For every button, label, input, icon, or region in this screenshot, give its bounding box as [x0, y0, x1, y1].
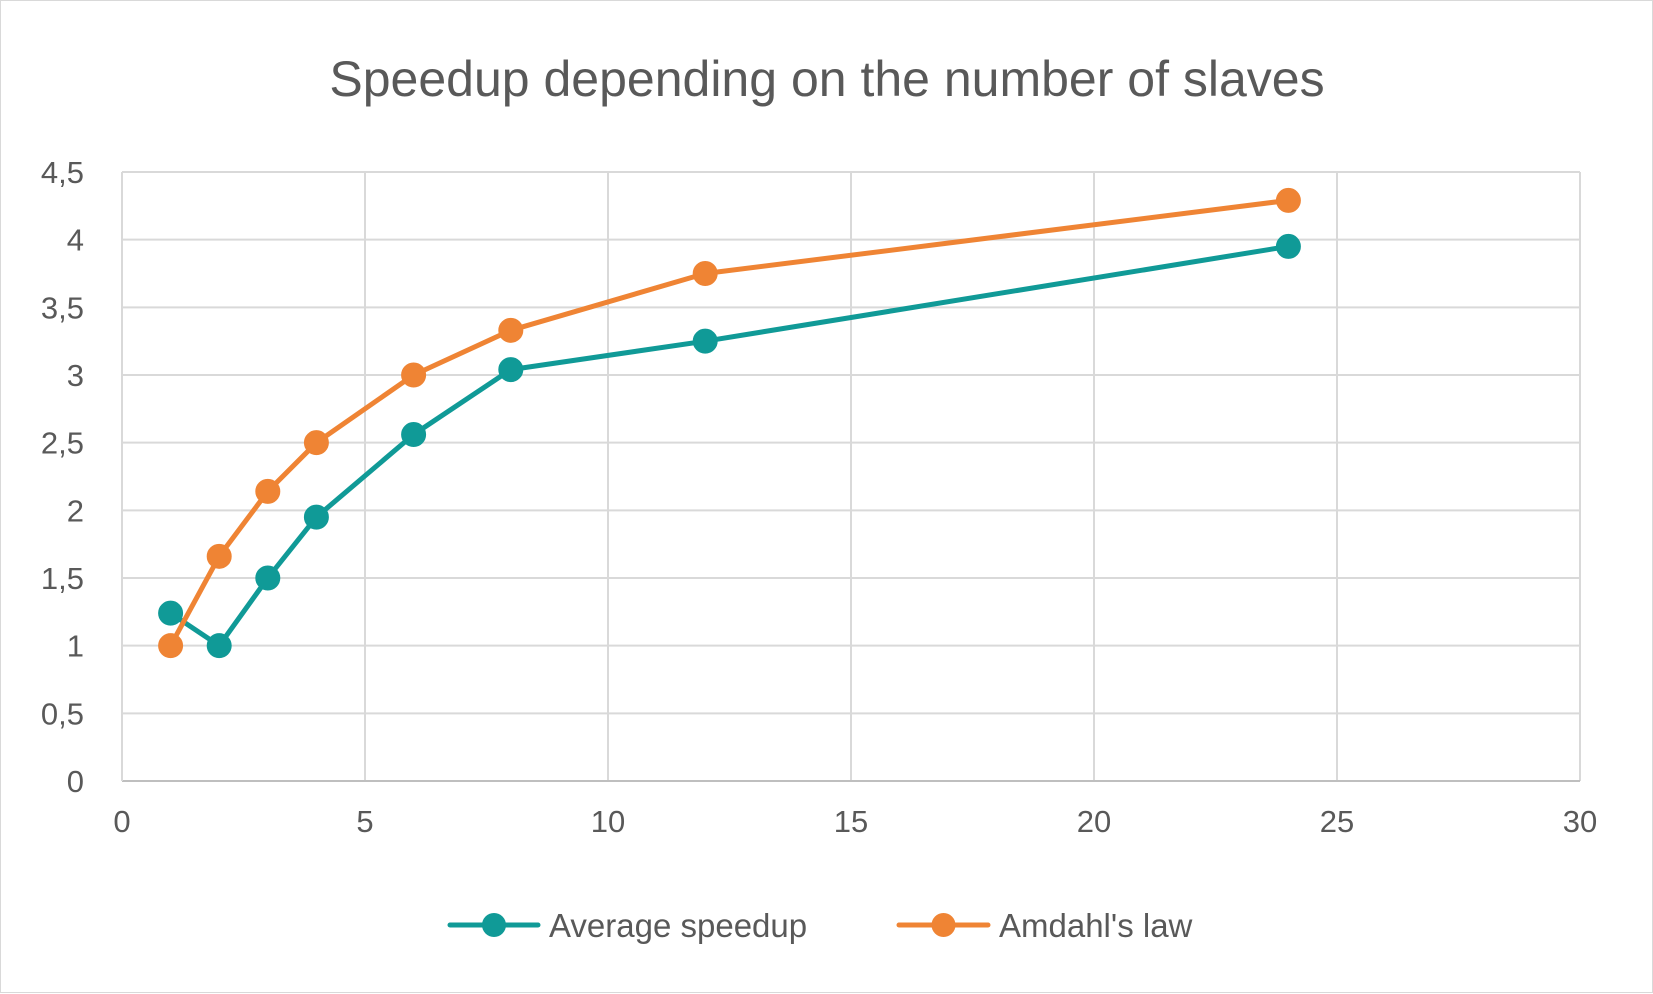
- data-point: [206, 633, 232, 659]
- data-point: [255, 478, 281, 504]
- data-point: [206, 543, 232, 569]
- y-tick-label: 4,5: [41, 155, 84, 190]
- y-tick-label: 1: [67, 629, 84, 664]
- series-1: [158, 187, 1301, 659]
- data-point: [303, 430, 329, 456]
- y-tick-label: 3,5: [41, 290, 84, 325]
- legend-label: Amdahl's law: [999, 907, 1193, 944]
- axes: 0 0,5 1 1,5 2 2,5 3 3,5 4 4,5 0 5 10 15 20 25 30: [41, 155, 1597, 839]
- data-point: [158, 633, 184, 659]
- data-point: [401, 362, 427, 388]
- data-point: [498, 357, 524, 383]
- data-point: [692, 328, 718, 354]
- legend-swatch-marker: [482, 913, 506, 937]
- y-tick-label: 0: [67, 764, 84, 799]
- data-point: [1275, 233, 1301, 259]
- series-group: [158, 187, 1301, 659]
- x-tick-label: 5: [356, 804, 373, 839]
- data-point: [1275, 187, 1301, 213]
- y-tick-label: 2,5: [41, 426, 84, 461]
- y-tick-label: 4: [67, 223, 84, 258]
- data-point: [498, 317, 524, 343]
- x-tick-label: 30: [1563, 804, 1597, 839]
- series-line: [168, 243, 1291, 649]
- chart-title: Speedup depending on the number of slave…: [329, 51, 1324, 107]
- x-tick-label: 10: [591, 804, 625, 839]
- y-tick-label: 3: [67, 358, 84, 393]
- data-point: [158, 600, 184, 626]
- x-tick-label: 25: [1320, 804, 1354, 839]
- data-point: [401, 422, 427, 448]
- data-point: [692, 261, 718, 286]
- legend: Average speedup Amdahl's law: [447, 907, 1193, 944]
- y-tick-label: 1,5: [41, 561, 84, 596]
- series-0: [158, 233, 1301, 659]
- gridlines: [121, 171, 1581, 782]
- x-tick-label: 0: [113, 804, 130, 839]
- legend-swatch-marker: [931, 913, 956, 937]
- series-line: [168, 197, 1291, 649]
- x-tick-label: 15: [834, 804, 868, 839]
- data-point: [255, 565, 281, 591]
- x-tick-label: 20: [1077, 804, 1111, 839]
- legend-item: Amdahl's law: [896, 907, 1193, 944]
- legend-label: Average speedup: [549, 907, 807, 944]
- y-tick-label: 2: [67, 493, 84, 528]
- y-tick-label: 0,5: [41, 696, 84, 731]
- data-point: [303, 504, 329, 530]
- legend-item: Average speedup: [447, 907, 807, 944]
